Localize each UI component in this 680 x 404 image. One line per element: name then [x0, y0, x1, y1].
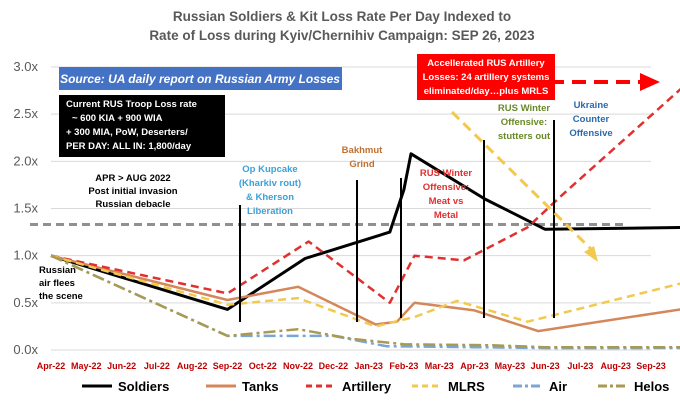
- winter-offensive-line-3: Meat vs: [429, 196, 464, 207]
- series-line-mlrs: [50, 254, 680, 328]
- air-flees-line-1: Russian: [39, 265, 76, 276]
- legend-label-artillery: Artillery: [342, 379, 392, 394]
- x-axis-ticks: Apr-22 May-22 Jun-22 Jul-22 Aug-22 Sep-22 Oct-…: [37, 361, 666, 371]
- troop-line-3: + 300 MIA, PoW, Deserters/: [66, 127, 188, 138]
- troop-loss-box: [59, 95, 225, 157]
- kupcake-line-1: Op Kupcake: [242, 164, 297, 175]
- x-tick-label: Nov-22: [283, 361, 313, 371]
- x-tick-label: Jul-23: [567, 361, 593, 371]
- annotation-kupcake: Op Kupcake (Kharkiv rout) & Kherson Libe…: [239, 164, 301, 217]
- x-tick-label: May-23: [495, 361, 526, 371]
- bakhmut-line-1: Bakhmut: [342, 145, 383, 156]
- legend-label-soldiers: Soldiers: [118, 379, 169, 394]
- x-tick-label: Aug-22: [177, 361, 208, 371]
- annotation-bakhmut: Bakhmut Grind: [342, 145, 383, 170]
- series-line-artillery: [50, 87, 680, 305]
- x-tick-label: Jun-23: [531, 361, 560, 371]
- data-series: [50, 87, 680, 350]
- x-tick-label: Jul-22: [144, 361, 170, 371]
- x-tick-label: Mar-23: [425, 361, 454, 371]
- x-tick-label: Dec-22: [319, 361, 349, 371]
- apr-aug-line-3: Russian debacle: [96, 199, 171, 210]
- y-tick-label: 0.0x: [13, 342, 38, 357]
- winter-offensive-line-1: RUS Winter: [420, 168, 472, 179]
- y-tick-label: 1.5x: [13, 201, 38, 216]
- artillery-arrowhead: [640, 73, 660, 91]
- winter-stutters-line-3: stutters out: [498, 131, 551, 142]
- artillery-box-text: Accellerated RUS Artillery Losses: 24 ar…: [423, 58, 550, 97]
- kupcake-line-3: & Kherson: [246, 192, 294, 203]
- troop-line-1: Current RUS Troop Loss rate: [66, 99, 197, 110]
- winter-stutters-line-1: RUS Winter: [498, 103, 550, 114]
- event-markers: [239, 120, 555, 322]
- source-text: Source: UA daily report on Russian Army …: [60, 72, 340, 86]
- air-flees-line-2: air flees: [39, 278, 75, 289]
- kupcake-line-2: (Kharkiv rout): [239, 178, 301, 189]
- x-tick-label: Apr-22: [37, 361, 66, 371]
- bakhmut-line-2: Grind: [349, 159, 375, 170]
- troop-line-4: PER DAY: ALL IN: 1,800/day: [66, 141, 192, 152]
- kupcake-line-4: Liberation: [247, 206, 293, 217]
- air-flees-line-3: the scene: [39, 291, 83, 302]
- legend: Soldiers Tanks Artillery MLRS Air Helos: [82, 379, 669, 394]
- annotation-apr-aug: APR > AUG 2022 Post initial invasion Rus…: [88, 173, 177, 210]
- ukraine-counter-line-3: Offensive: [569, 128, 612, 139]
- artillery-line-1: Accellerated RUS Artillery: [427, 58, 545, 69]
- x-tick-label: Apr-23: [460, 361, 489, 371]
- legend-label-air: Air: [549, 379, 567, 394]
- annotation-ukraine-counter: Ukraine Counter Offensive: [569, 100, 612, 139]
- series-line-helos: [50, 254, 680, 349]
- ukraine-counter-line-2: Counter: [573, 114, 610, 125]
- y-tick-label: 0.5x: [13, 295, 38, 310]
- mlrs-arrowhead: [584, 246, 598, 262]
- x-tick-label: Aug-23: [600, 361, 631, 371]
- mlrs-trend-arrow: [450, 110, 594, 252]
- winter-offensive-line-4: Metal: [434, 210, 458, 221]
- x-tick-label: Oct-22: [249, 361, 277, 371]
- x-tick-label: Jan-23: [354, 361, 383, 371]
- apr-aug-line-1: APR > AUG 2022: [95, 173, 170, 184]
- y-axis-ticks: 0.0x 0.5x 1.0x 1.5x 2.0x 2.5x 3.0x: [13, 59, 38, 357]
- troop-line-2: ~ 600 KIA + 900 WIA: [72, 113, 163, 124]
- x-tick-label: Sep-22: [213, 361, 243, 371]
- annotation-winter-offensive: RUS Winter Offensive: Meat vs Metal: [420, 168, 472, 221]
- x-tick-label: Sep-23: [636, 361, 666, 371]
- artillery-box: [417, 54, 555, 100]
- legend-label-mlrs: MLRS: [448, 379, 485, 394]
- y-tick-label: 1.0x: [13, 248, 38, 263]
- annotation-winter-stutters: RUS Winter Offensive: stutters out: [498, 103, 551, 142]
- chart-title-line-1: Russian Soldiers & Kit Loss Rate Per Day…: [173, 9, 511, 24]
- troop-loss-text: Current RUS Troop Loss rate ~ 600 KIA + …: [66, 99, 197, 152]
- x-tick-label: May-22: [71, 361, 102, 371]
- ukraine-counter-line-1: Ukraine: [574, 100, 609, 111]
- artillery-line-2: Losses: 24 artillery systems: [423, 72, 550, 83]
- series-line-soldiers: [50, 152, 680, 311]
- legend-label-helos: Helos: [634, 379, 669, 394]
- chart-title-line-2: Rate of Loss during Kyiv/Chernihiv Campa…: [149, 28, 535, 43]
- apr-aug-line-2: Post initial invasion: [88, 186, 177, 197]
- artillery-line-3: eliminated/day…plus MRLS: [424, 86, 549, 97]
- x-tick-label: Jun-22: [107, 361, 136, 371]
- annotation-air-flees: Russian air flees the scene: [39, 265, 83, 302]
- y-tick-label: 2.5x: [13, 106, 38, 121]
- y-tick-label: 2.0x: [13, 153, 38, 168]
- winter-offensive-line-2: Offensive:: [423, 182, 469, 193]
- y-tick-label: 3.0x: [13, 59, 38, 74]
- legend-label-tanks: Tanks: [242, 379, 279, 394]
- winter-stutters-line-2: Offensive:: [501, 117, 547, 128]
- source-box: [59, 67, 342, 90]
- x-tick-label: Feb-23: [389, 361, 418, 371]
